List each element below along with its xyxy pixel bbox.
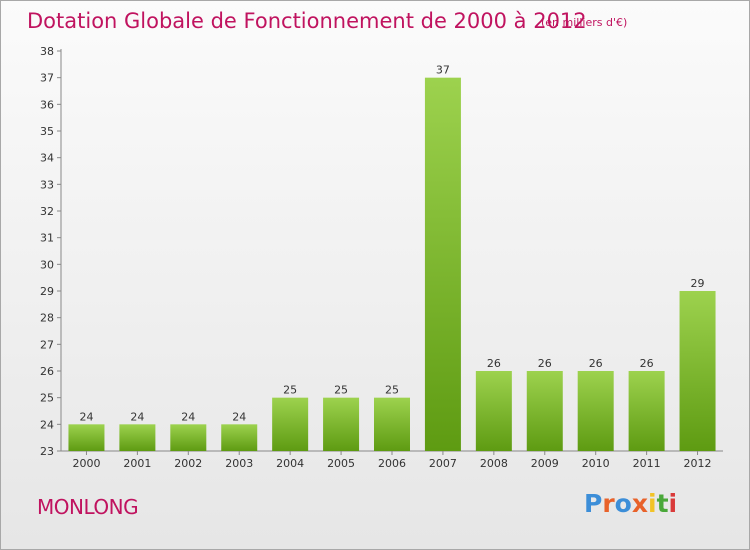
y-tick-label: 32 bbox=[40, 205, 54, 218]
x-tick-label: 2003 bbox=[225, 457, 253, 470]
x-tick-label: 2006 bbox=[378, 457, 406, 470]
logo-letter: i bbox=[648, 489, 657, 518]
bar-value-label: 25 bbox=[283, 384, 297, 397]
chart-title: Dotation Globale de Fonctionnement de 20… bbox=[27, 9, 587, 33]
y-tick-label: 30 bbox=[40, 258, 54, 271]
bar-value-label: 37 bbox=[436, 64, 450, 77]
logo-letter: P bbox=[584, 489, 603, 518]
bar-2011 bbox=[628, 371, 665, 451]
y-tick-label: 26 bbox=[40, 365, 54, 378]
bar-value-label: 26 bbox=[538, 357, 552, 370]
bar-2003 bbox=[221, 424, 258, 451]
y-tick-label: 31 bbox=[40, 232, 54, 245]
bar-2007 bbox=[424, 77, 461, 452]
x-tick-label: 2012 bbox=[684, 457, 712, 470]
y-tick-label: 23 bbox=[40, 445, 54, 458]
y-tick-label: 37 bbox=[40, 72, 54, 85]
y-tick-label: 36 bbox=[40, 98, 54, 111]
y-tick-label: 33 bbox=[40, 178, 54, 191]
x-tick-label: 2009 bbox=[531, 457, 559, 470]
x-tick-label: 2002 bbox=[174, 457, 202, 470]
bar-2006 bbox=[374, 397, 410, 451]
logo-letter: i bbox=[668, 489, 678, 518]
y-tick-label: 34 bbox=[40, 152, 54, 165]
x-tick-label: 2011 bbox=[633, 457, 661, 470]
y-tick-label: 29 bbox=[40, 285, 54, 298]
logo-letter: x bbox=[631, 489, 648, 518]
bar-2008 bbox=[475, 371, 512, 451]
x-tick-label: 2010 bbox=[582, 457, 610, 470]
y-tick-label: 25 bbox=[40, 392, 54, 405]
y-tick-label: 38 bbox=[40, 45, 54, 58]
y-tick-label: 35 bbox=[40, 125, 54, 138]
proxiti-logo: Proxiti bbox=[584, 489, 677, 518]
logo-letter: o bbox=[614, 489, 632, 518]
x-tick-label: 2004 bbox=[276, 457, 304, 470]
place-name: MONLONG bbox=[37, 495, 139, 519]
bar-value-label: 24 bbox=[232, 410, 246, 423]
bar-value-label: 24 bbox=[79, 410, 93, 423]
y-tick-label: 27 bbox=[40, 338, 54, 351]
logo-letter: t bbox=[656, 489, 669, 518]
x-tick-label: 2008 bbox=[480, 457, 508, 470]
bar-value-label: 25 bbox=[334, 384, 348, 397]
logo-letter: r bbox=[602, 489, 615, 518]
labels: 24 2000 24 2001 24 2002 24 2003 25 2004 25 2005 25 20… bbox=[72, 64, 711, 470]
bar-value-label: 26 bbox=[640, 357, 654, 370]
x-tick-label: 2001 bbox=[123, 457, 151, 470]
bar-value-label: 26 bbox=[589, 357, 603, 370]
bar-value-label: 26 bbox=[487, 357, 501, 370]
x-tick-label: 2005 bbox=[327, 457, 355, 470]
bar-2001 bbox=[119, 424, 156, 451]
y-tick-label: 24 bbox=[40, 418, 54, 431]
bars bbox=[68, 77, 716, 452]
bar-value-label: 24 bbox=[130, 410, 144, 423]
bar-2009 bbox=[526, 371, 563, 451]
bar-2000 bbox=[68, 424, 105, 451]
x-tick-label: 2007 bbox=[429, 457, 457, 470]
axes: 23 24 25 26 27 28 29 30 31 32 33 34 35 36 37 38 bbox=[40, 45, 723, 458]
bar-value-label: 24 bbox=[181, 410, 195, 423]
bar-2010 bbox=[577, 371, 614, 451]
chart-unit: (en milliers d'€) bbox=[541, 16, 628, 29]
bar-2002 bbox=[170, 424, 207, 451]
bar-value-label: 25 bbox=[385, 384, 399, 397]
bar-2012 bbox=[679, 291, 716, 451]
bar-value-label: 29 bbox=[691, 277, 705, 290]
bar-2005 bbox=[323, 397, 360, 451]
bar-2004 bbox=[272, 397, 309, 451]
y-tick-label: 28 bbox=[40, 312, 54, 325]
x-tick-label: 2000 bbox=[72, 457, 100, 470]
